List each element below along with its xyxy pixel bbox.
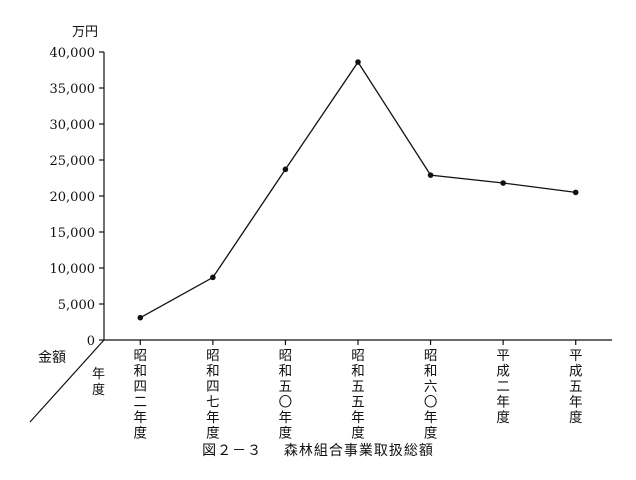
x-tick-label-char: 二 bbox=[134, 395, 148, 411]
x-tick-label-char: 成 bbox=[569, 364, 583, 380]
x-tick-label-char: 和 bbox=[424, 364, 438, 380]
x-bottom-label-bottom: 度 bbox=[92, 382, 105, 398]
x-tick-label-char: 年 bbox=[569, 395, 583, 411]
y-tick-label: 20,000 bbox=[50, 190, 96, 205]
x-tick-label-char: 〇 bbox=[424, 395, 438, 411]
x-tick-label-char: 昭 bbox=[206, 348, 220, 364]
x-tick-label-char: 昭 bbox=[134, 348, 148, 364]
x-tick-label-char: 四 bbox=[134, 379, 148, 395]
figure-title: 森林組合事業取扱総額 bbox=[283, 443, 434, 459]
data-point bbox=[427, 172, 434, 178]
x-tick-label-char: 六 bbox=[424, 379, 438, 395]
x-tick-label-char: 和 bbox=[351, 364, 365, 380]
x-tick-label-char: 年 bbox=[206, 410, 220, 426]
y-tick-label: 30,000 bbox=[50, 118, 96, 133]
x-tick-label-char: 年 bbox=[496, 395, 510, 411]
x-tick-label-char: 昭 bbox=[351, 348, 365, 364]
x-tick-label-char: 和 bbox=[279, 364, 293, 380]
x-tick-label-char: 〇 bbox=[279, 395, 293, 411]
data-point bbox=[282, 166, 289, 173]
x-tick-label-char: 度 bbox=[496, 410, 510, 426]
y-tick-label: 10,000 bbox=[50, 262, 96, 277]
y-unit-label: 万円 bbox=[72, 25, 98, 40]
y-bottom-label: 金額 bbox=[38, 350, 66, 366]
x-tick-label-char: 成 bbox=[496, 364, 510, 380]
x-tick-label-char: 度 bbox=[206, 426, 220, 441]
x-tick-label-char: 平 bbox=[496, 348, 510, 364]
x-tick-label-char: 度 bbox=[351, 426, 365, 441]
y-tick-label: 35,000 bbox=[50, 82, 96, 97]
x-tick-label-char: 五 bbox=[279, 379, 293, 395]
y-tick-label: 0 bbox=[87, 334, 95, 349]
x-tick-label-char: 度 bbox=[279, 426, 293, 441]
data-point bbox=[137, 314, 144, 321]
x-bottom-label-top: 年 bbox=[92, 367, 105, 382]
figure-number: 図２－３ bbox=[202, 443, 263, 459]
y-ticks: 0 5,000 10,000 15,000 20,000 25,000 30,000 35,0… bbox=[50, 46, 104, 349]
data-point bbox=[500, 180, 506, 186]
x-tick-label-char: 七 bbox=[206, 395, 220, 411]
x-tick-label-char: 度 bbox=[569, 410, 583, 426]
y-tick-label: 15,000 bbox=[50, 226, 96, 241]
x-tick-label-char: 五 bbox=[569, 379, 583, 395]
x-tick-label-char: 年 bbox=[279, 410, 293, 426]
x-tick-label-char: 度 bbox=[134, 426, 148, 441]
diagonal-axis bbox=[29, 339, 105, 423]
figure-caption: 図２－３ 森林組合事業取扱総額 bbox=[0, 440, 636, 460]
data-point bbox=[355, 59, 361, 65]
y-tick-label: 25,000 bbox=[50, 154, 96, 169]
line-chart: 万円 金額 年 度 0 5,000 10,000 15,000 20,000 25,000… bbox=[29, 25, 612, 440]
x-tick-label-char: 五 bbox=[351, 379, 365, 395]
y-tick-label: 5,000 bbox=[58, 298, 95, 313]
x-tick-label-char: 年 bbox=[134, 410, 148, 426]
x-tick-label-char: 昭 bbox=[424, 348, 438, 364]
x-tick-label-char: 平 bbox=[569, 348, 583, 364]
x-tick-label-char: 年 bbox=[351, 410, 365, 426]
x-tick-label-char: 五 bbox=[351, 395, 365, 411]
x-tick-label-char: 和 bbox=[206, 364, 220, 380]
data-points bbox=[137, 59, 579, 321]
data-point bbox=[210, 274, 216, 281]
x-tick-label-char: 度 bbox=[424, 426, 438, 441]
x-tick-label-char: 年 bbox=[424, 410, 438, 426]
data-point bbox=[572, 189, 579, 196]
x-tick-label-char: 四 bbox=[206, 379, 220, 395]
x-tick-label-char: 和 bbox=[134, 364, 148, 380]
x-tick-label-char: 二 bbox=[496, 379, 510, 395]
series-line bbox=[139, 60, 576, 319]
x-tick-label-char: 昭 bbox=[279, 348, 293, 364]
y-tick-label: 40,000 bbox=[50, 46, 96, 61]
